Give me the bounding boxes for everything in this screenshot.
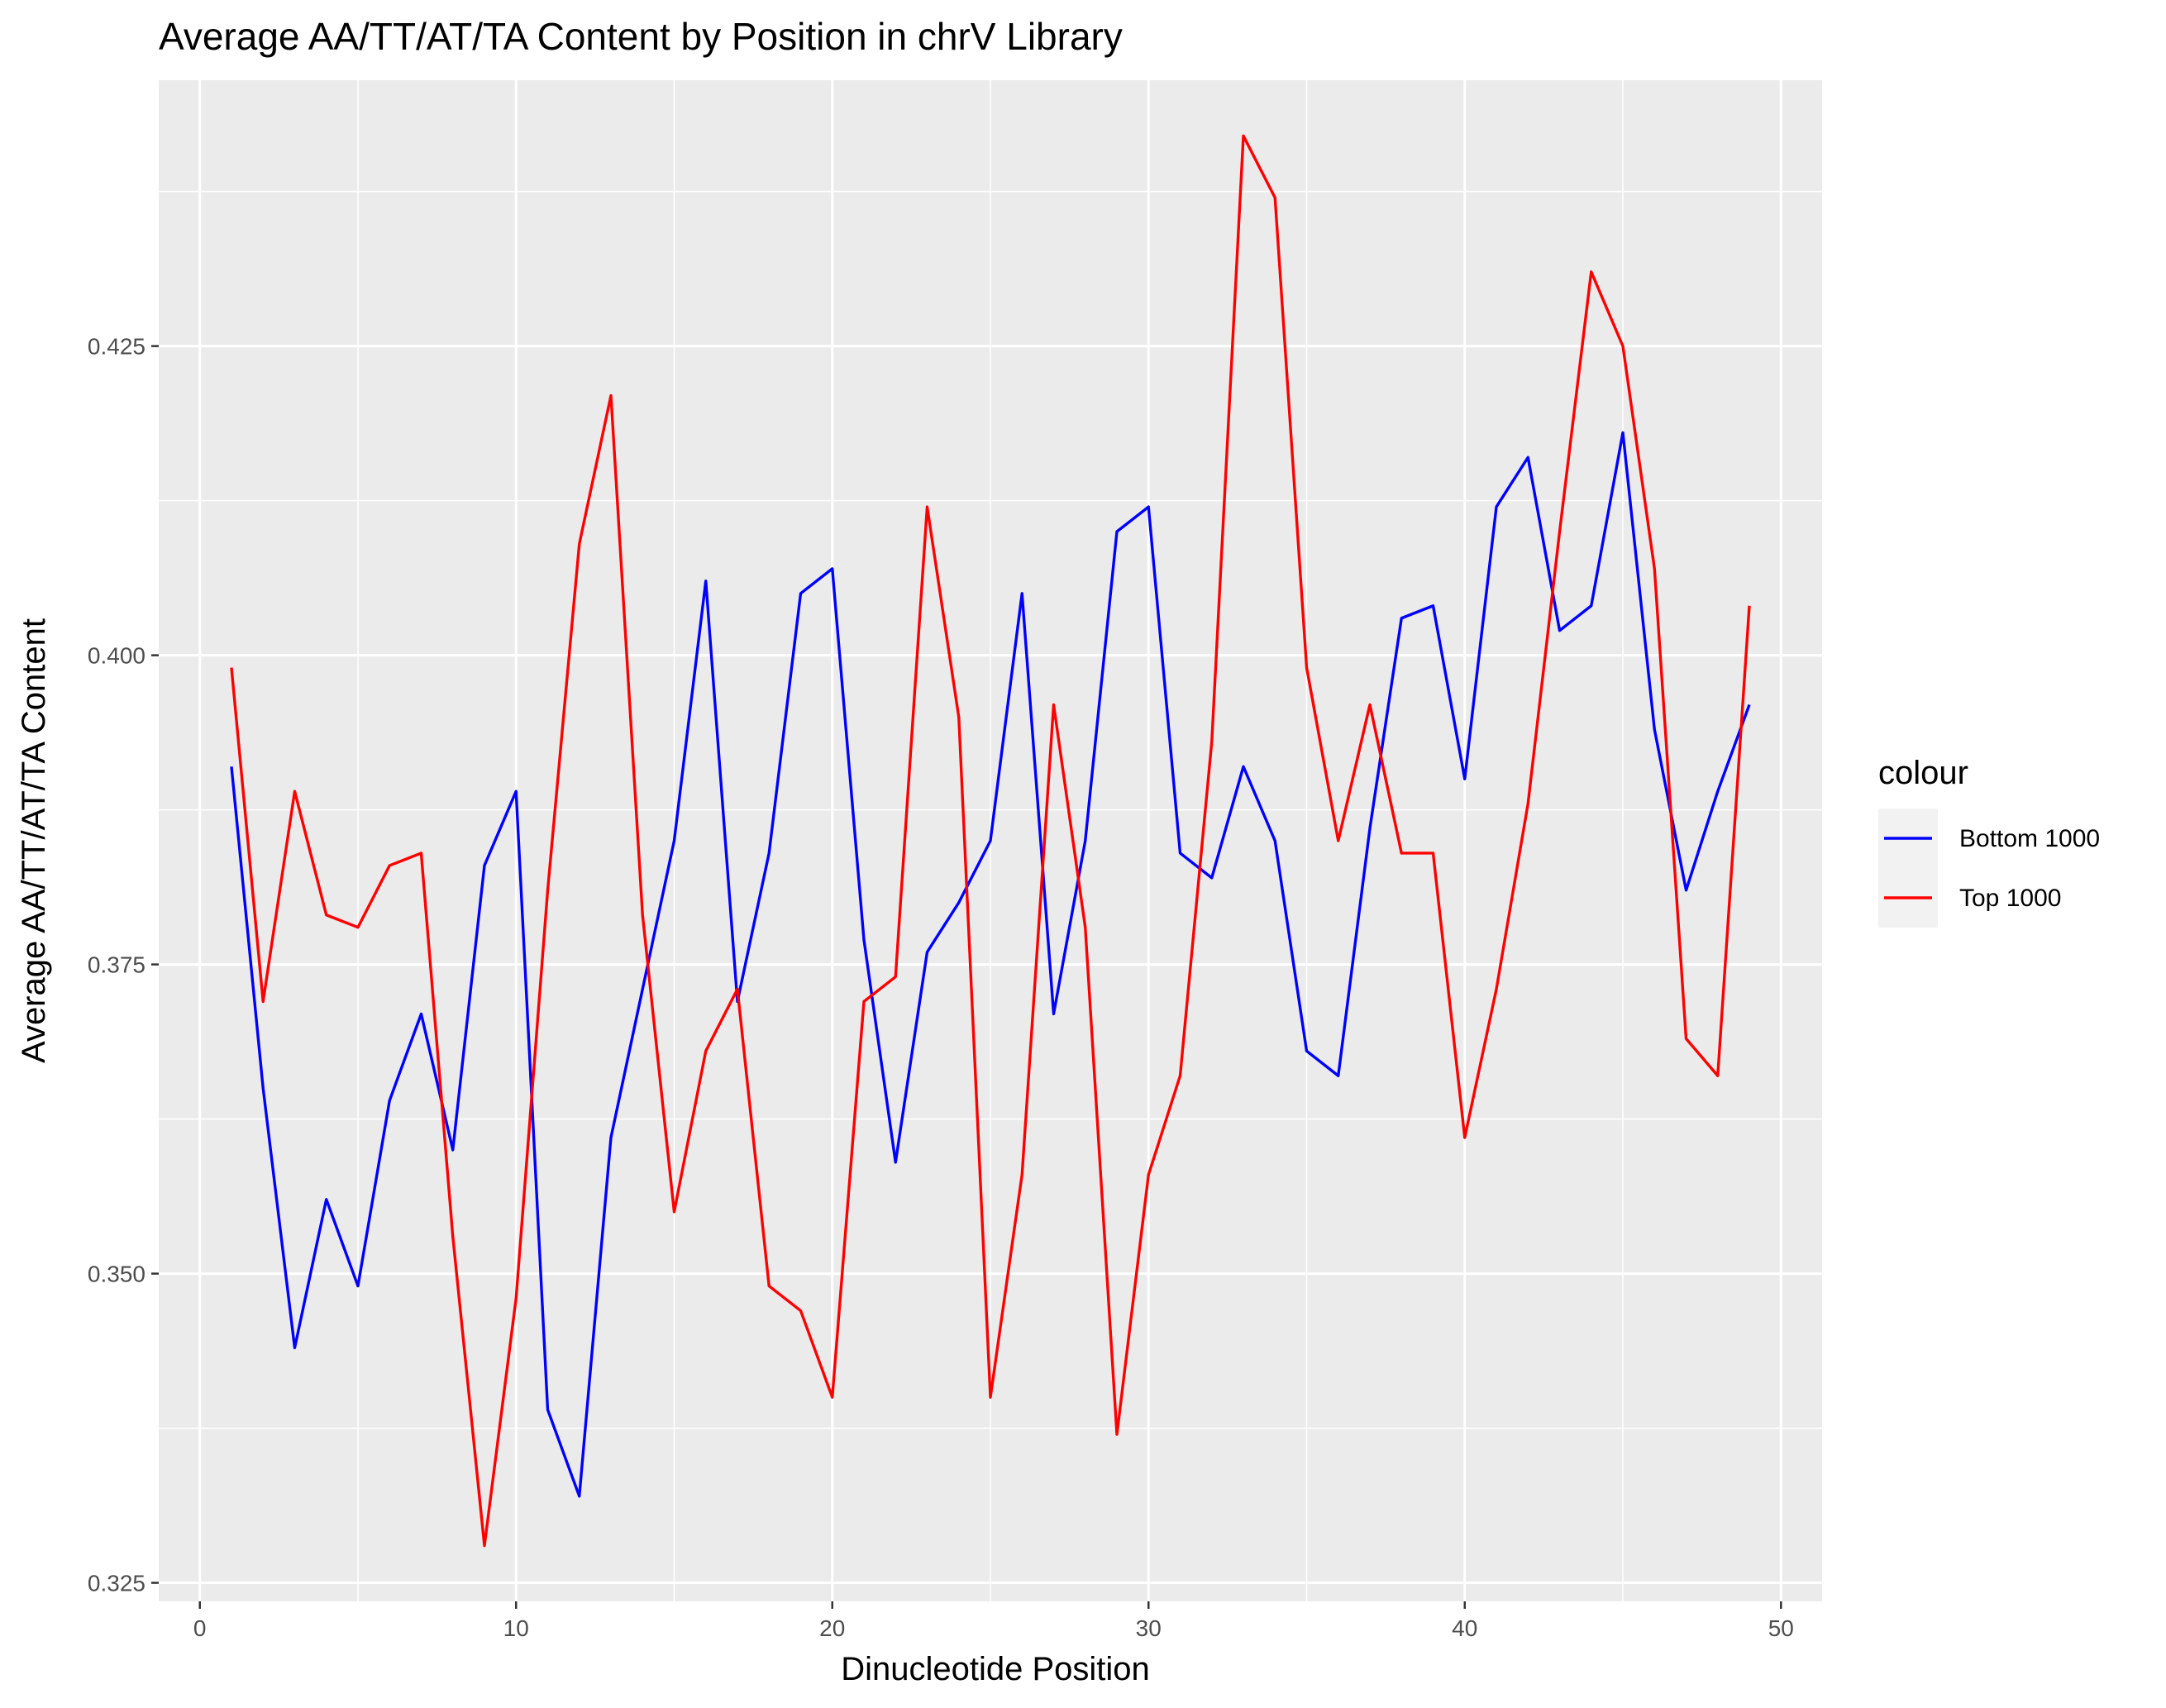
legend-item-label: Top 1000 [1959, 885, 2061, 912]
x-tick-label: 50 [1768, 1615, 1794, 1641]
y-tick-label: 0.375 [88, 952, 146, 978]
axes: 0 10 20 30 40 50 0.325 0.350 0.375 0.400 0.425 [88, 334, 1794, 1641]
y-tick-label: 0.425 [88, 334, 146, 360]
x-tick-label: 10 [503, 1615, 529, 1641]
chart-title: Average AA/TT/AT/TA Content by Position … [159, 15, 1123, 58]
x-tick-label: 40 [1452, 1615, 1477, 1641]
x-axis-title: Dinucleotide Position [841, 1651, 1150, 1687]
y-axis-title: Average AA/TT/AT/TA Content [16, 618, 52, 1063]
legend-item-label: Bottom 1000 [1959, 825, 2100, 852]
x-tick-label: 20 [819, 1615, 845, 1641]
x-tick-label: 30 [1136, 1615, 1162, 1641]
y-tick-label: 0.325 [88, 1571, 146, 1596]
series-line-bottom-1000 [230, 431, 1751, 1498]
series-line-top-1000 [230, 134, 1751, 1548]
x-tick-label: 0 [193, 1615, 207, 1641]
grid-lines [159, 80, 1822, 1601]
legend-title: colour [1878, 755, 1968, 791]
legend: colour Bottom 1000 Top 1000 [1878, 755, 2100, 928]
y-tick-label: 0.350 [88, 1262, 146, 1287]
series-lines [230, 134, 1751, 1548]
y-tick-label: 0.400 [88, 643, 146, 669]
